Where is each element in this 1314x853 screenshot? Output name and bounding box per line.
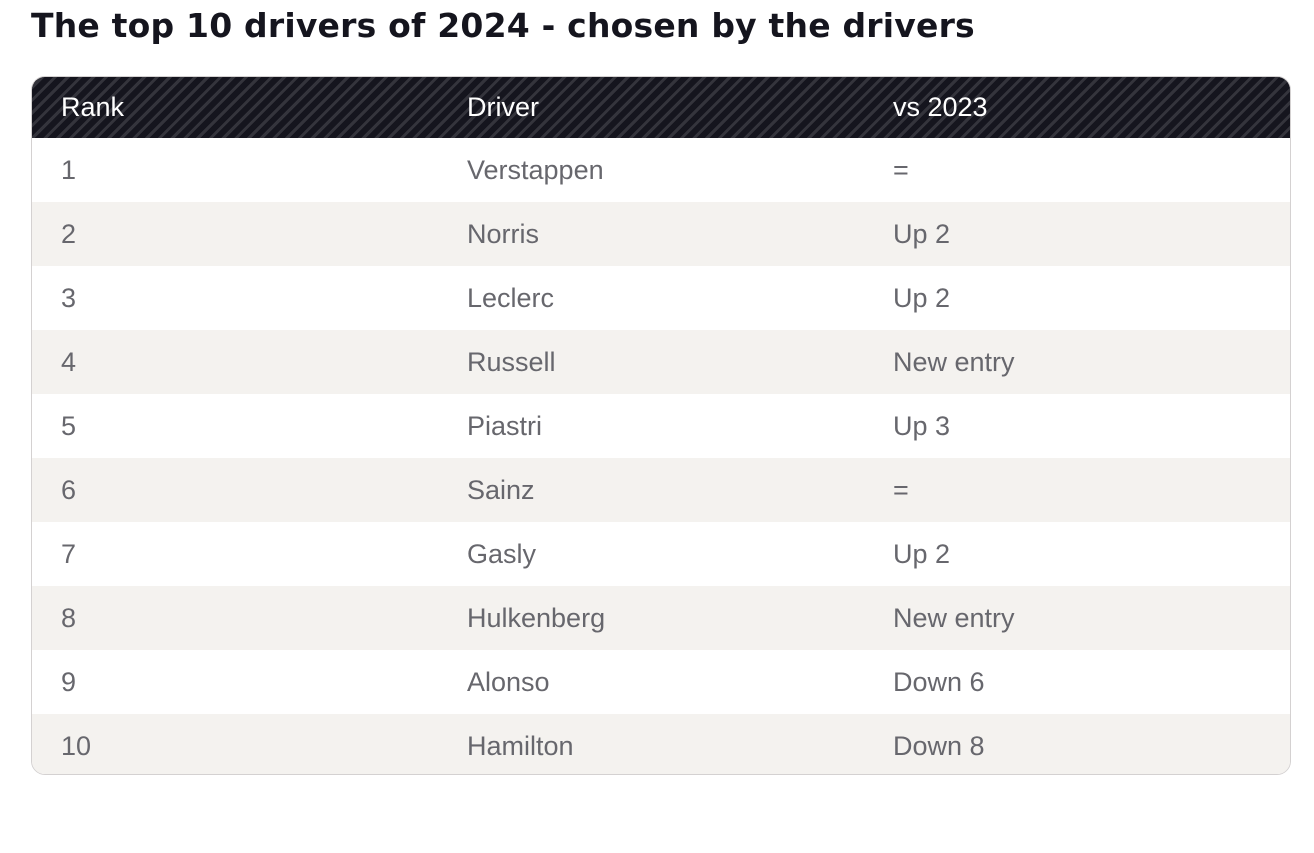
drivers-table: Rank Driver vs 2023 1 Verstappen = 2 Nor…	[32, 77, 1290, 774]
table-row: 8 Hulkenberg New entry	[32, 586, 1290, 650]
table-row: 4 Russell New entry	[32, 330, 1290, 394]
rank-cell: 1	[61, 154, 77, 185]
rank-cell: 5	[61, 410, 77, 441]
change-cell: Up 2	[893, 538, 951, 569]
rank-cell: 8	[61, 602, 77, 633]
change-cell: Up 3	[893, 410, 951, 441]
page-title: The top 10 drivers of 2024 - chosen by t…	[31, 6, 975, 45]
rank-cell: 9	[61, 666, 77, 697]
change-cell: New entry	[893, 602, 1015, 633]
rank-cell: 3	[61, 282, 77, 313]
drivers-table-card: Rank Driver vs 2023 1 Verstappen = 2 Nor…	[31, 76, 1291, 775]
change-cell: =	[893, 474, 909, 505]
table-header-row: Rank Driver vs 2023	[32, 77, 1290, 138]
table-row: 2 Norris Up 2	[32, 202, 1290, 266]
table-body: 1 Verstappen = 2 Norris Up 2 3 Leclerc U…	[32, 138, 1290, 774]
rank-cell: 7	[61, 538, 77, 569]
change-cell: Down 6	[893, 666, 985, 697]
change-cell: Down 8	[893, 730, 985, 761]
table-row: 10 Hamilton Down 8	[32, 714, 1290, 774]
driver-cell: Alonso	[467, 666, 550, 697]
driver-cell: Piastri	[467, 410, 543, 441]
rank-cell: 6	[61, 474, 77, 505]
driver-cell: Leclerc	[467, 282, 555, 313]
driver-cell: Sainz	[467, 474, 535, 505]
column-header-driver: Driver	[467, 92, 539, 122]
driver-cell: Hamilton	[467, 730, 574, 761]
rank-cell: 4	[61, 346, 77, 377]
table-row: 5 Piastri Up 3	[32, 394, 1290, 458]
table-row: 6 Sainz =	[32, 458, 1290, 522]
driver-cell: Russell	[467, 346, 556, 377]
change-cell: Up 2	[893, 282, 951, 313]
driver-cell: Norris	[467, 218, 539, 249]
driver-cell: Gasly	[467, 538, 537, 569]
table-row: 7 Gasly Up 2	[32, 522, 1290, 586]
table-row: 1 Verstappen =	[32, 138, 1290, 202]
driver-cell: Verstappen	[467, 154, 604, 185]
change-cell: New entry	[893, 346, 1015, 377]
driver-cell: Hulkenberg	[467, 602, 606, 633]
table-header: Rank Driver vs 2023	[32, 77, 1290, 138]
change-cell: Up 2	[893, 218, 951, 249]
table-row: 9 Alonso Down 6	[32, 650, 1290, 714]
table-row: 3 Leclerc Up 2	[32, 266, 1290, 330]
rank-cell: 2	[61, 218, 77, 249]
change-cell: =	[893, 154, 909, 185]
column-header-rank: Rank	[61, 92, 125, 122]
column-header-vs-2023: vs 2023	[893, 92, 988, 122]
rank-cell: 10	[61, 730, 92, 761]
